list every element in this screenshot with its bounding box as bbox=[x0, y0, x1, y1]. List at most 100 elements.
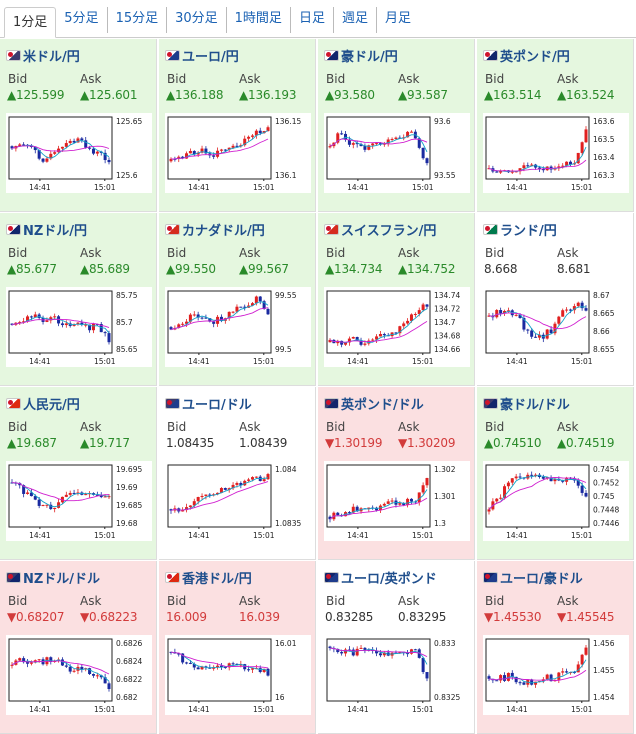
candle-body bbox=[208, 318, 212, 322]
rate-cell[interactable]: NZドル/ドル Bid Ask ▼0.68207 ▼0.68223 0.6826 0.682… bbox=[0, 561, 157, 734]
candle-body bbox=[60, 659, 64, 666]
ask-label: Ask bbox=[557, 72, 579, 86]
pair-name[interactable]: 香港ドル/円 bbox=[165, 568, 252, 587]
bid-label: Bid bbox=[326, 594, 346, 608]
mini-chart[interactable]: 125.65 125.6 14:41 15:01 bbox=[6, 113, 152, 193]
rate-cell[interactable]: 米ドル/円 Bid Ask ▲125.599 ▲125.601 125.65 125.6 14… bbox=[0, 39, 157, 212]
ask-value: ▼0.68223 bbox=[80, 610, 138, 624]
pair-name[interactable]: ユーロ/豪ドル bbox=[483, 568, 583, 587]
ask-label: Ask bbox=[398, 246, 420, 260]
rate-cell[interactable]: ユーロ/豪ドル Bid Ask ▼1.45530 ▼1.45545 1.456 1.455 1… bbox=[477, 561, 634, 734]
tab-5[interactable]: 日足 bbox=[291, 7, 334, 33]
candle-body bbox=[185, 153, 189, 159]
bid-label: Bid bbox=[167, 594, 187, 608]
x-tick-label: 15:01 bbox=[253, 357, 275, 366]
mini-chart[interactable]: 134.74 134.72 134.7 134.68 134.66 14:41 15:01 bbox=[324, 287, 470, 367]
y-tick-label: 0.6826 bbox=[116, 639, 142, 648]
tab-6[interactable]: 週足 bbox=[334, 7, 377, 33]
candle-body bbox=[103, 496, 107, 498]
rate-cell[interactable]: 香港ドル/円 Bid Ask 16.009 16.039 16.01 16 14:41 15:0… bbox=[159, 561, 316, 734]
mini-chart[interactable]: 0.7454 0.7452 0.745 0.7448 0.7446 14:41 15:01 bbox=[483, 461, 629, 541]
rate-cell[interactable]: ユーロ/円 Bid Ask ▲136.188 ▲136.193 136.15 136.1 14… bbox=[159, 39, 316, 212]
pair-name[interactable]: ユーロ/ドル bbox=[165, 394, 252, 413]
candle-body bbox=[549, 674, 553, 682]
pair-name[interactable]: 人民元/円 bbox=[6, 394, 80, 413]
mini-chart[interactable]: 85.75 85.7 85.65 14:41 15:01 bbox=[6, 287, 152, 367]
moving-average-slow bbox=[488, 312, 587, 330]
bid-value: 1.08435 bbox=[166, 436, 215, 450]
pair-name[interactable]: 豪ドル/円 bbox=[324, 46, 398, 65]
bid-label: Bid bbox=[8, 246, 28, 260]
pair-name[interactable]: ユーロ/円 bbox=[165, 46, 239, 65]
candle-body bbox=[336, 648, 340, 653]
candle-body bbox=[45, 657, 49, 665]
mini-chart[interactable]: 8.67 8.665 8.66 8.655 14:41 15:01 bbox=[483, 287, 629, 367]
rate-cell[interactable]: 豪ドル/ドル Bid Ask ▲0.74510 ▲0.74519 0.7454 0.7452… bbox=[477, 387, 634, 560]
y-tick-label: 136.15 bbox=[275, 117, 301, 126]
pair-name[interactable]: NZドル/ドル bbox=[6, 568, 100, 587]
candle-body bbox=[107, 333, 111, 343]
mini-chart[interactable]: 99.55 99.5 14:41 15:01 bbox=[165, 287, 311, 367]
bid-value: ▼1.30199 bbox=[325, 436, 383, 450]
y-tick-label: 8.655 bbox=[593, 345, 615, 354]
tab-7[interactable]: 月足 bbox=[384, 11, 411, 26]
pair-name[interactable]: スイスフラン/円 bbox=[324, 220, 436, 239]
rate-cell[interactable]: スイスフラン/円 Bid Ask ▲134.734 ▲134.752 134.74 134.… bbox=[318, 213, 475, 386]
rate-cell[interactable]: NZドル/円 Bid Ask ▲85.677 ▲85.689 85.75 85.7 85.65… bbox=[0, 213, 157, 386]
moving-average-fast bbox=[329, 134, 428, 153]
candle-body bbox=[200, 666, 204, 670]
tab-2[interactable]: 15分足 bbox=[108, 7, 168, 33]
rate-cell[interactable]: 英ポンド/ドル Bid Ask ▼1.30199 ▼1.30209 1.302 1.301 1… bbox=[318, 387, 475, 560]
tab-3[interactable]: 30分足 bbox=[167, 7, 227, 33]
tab-0[interactable]: 1分足 bbox=[4, 7, 57, 38]
mini-chart[interactable]: 136.15 136.1 14:41 15:01 bbox=[165, 113, 311, 193]
rate-cell[interactable]: 英ポンド/円 Bid Ask ▲163.514 ▲163.524 163.6 163.5 16… bbox=[477, 39, 634, 212]
tab-4[interactable]: 1時間足 bbox=[227, 7, 291, 33]
pair-name[interactable]: 英ポンド/ドル bbox=[324, 394, 424, 413]
mini-chart[interactable]: 1.302 1.301 1.3 14:41 15:01 bbox=[324, 461, 470, 541]
candle-body bbox=[363, 647, 367, 650]
rate-cell[interactable]: 豪ドル/円 Bid Ask ▲93.580 ▲93.587 93.6 93.55 14:41 1… bbox=[318, 39, 475, 212]
bid-value: ▲93.580 bbox=[325, 88, 375, 102]
mini-chart[interactable]: 1.084 1.0835 14:41 15:01 bbox=[165, 461, 311, 541]
candle-body bbox=[344, 133, 348, 140]
tab-1[interactable]: 5分足 bbox=[56, 7, 108, 33]
pair-name[interactable]: ランド/円 bbox=[483, 220, 557, 239]
bid-value: ▲85.677 bbox=[7, 262, 57, 276]
mini-chart[interactable]: 0.833 0.8325 14:41 15:01 bbox=[324, 635, 470, 715]
mini-chart[interactable]: 16.01 16 14:41 15:01 bbox=[165, 635, 311, 715]
y-tick-label: 8.67 bbox=[593, 291, 610, 300]
candle-body bbox=[266, 309, 270, 315]
ask-value: ▲19.717 bbox=[80, 436, 130, 450]
pair-name[interactable]: 米ドル/円 bbox=[6, 46, 80, 65]
rate-cell[interactable]: ランド/円 Bid Ask 8.668 8.681 8.67 8.665 8.66 8.655 1… bbox=[477, 213, 634, 386]
mini-chart[interactable]: 19.695 19.69 19.685 19.68 14:41 15:01 bbox=[6, 461, 152, 541]
y-tick-label: 1.455 bbox=[593, 666, 615, 675]
pair-name[interactable]: ユーロ/英ポンド bbox=[324, 568, 437, 587]
moving-average-fast bbox=[488, 475, 587, 510]
rate-cell[interactable]: 人民元/円 Bid Ask ▲19.687 ▲19.717 19.695 19.69 19.6… bbox=[0, 387, 157, 560]
candle-body bbox=[514, 676, 518, 683]
candle-body bbox=[91, 674, 95, 676]
mini-chart[interactable]: 93.6 93.55 14:41 15:01 bbox=[324, 113, 470, 193]
rate-cell[interactable]: ユーロ/ドル Bid Ask 1.08435 1.08439 1.084 1.0835 14:… bbox=[159, 387, 316, 560]
ask-label: Ask bbox=[239, 72, 261, 86]
candle-body bbox=[88, 324, 92, 331]
rate-cell[interactable]: カナダドル/円 Bid Ask ▲99.550 ▲99.567 99.55 99.5 14:4… bbox=[159, 213, 316, 386]
pair-name[interactable]: 豪ドル/ドル bbox=[483, 394, 570, 413]
y-tick-label: 19.685 bbox=[116, 501, 142, 510]
pair-name[interactable]: NZドル/円 bbox=[6, 220, 87, 239]
candle-body bbox=[26, 492, 30, 494]
x-tick-label: 15:01 bbox=[94, 357, 116, 366]
candle-body bbox=[425, 158, 429, 164]
candle-body bbox=[103, 677, 107, 684]
pair-name[interactable]: カナダドル/円 bbox=[165, 220, 265, 239]
rate-cell[interactable]: ユーロ/英ポンド Bid Ask 0.83285 0.83295 0.833 0.8325 1… bbox=[318, 561, 475, 734]
candle-body bbox=[336, 133, 340, 143]
candle-body bbox=[266, 127, 270, 132]
mini-chart[interactable]: 1.456 1.455 1.454 14:41 15:01 bbox=[483, 635, 629, 715]
y-tick-label: 1.302 bbox=[434, 465, 456, 474]
mini-chart[interactable]: 163.6 163.5 163.4 163.3 14:41 15:01 bbox=[483, 113, 629, 193]
pair-name[interactable]: 英ポンド/円 bbox=[483, 46, 570, 65]
mini-chart[interactable]: 0.6826 0.6824 0.6822 0.682 14:41 15:01 bbox=[6, 635, 152, 715]
